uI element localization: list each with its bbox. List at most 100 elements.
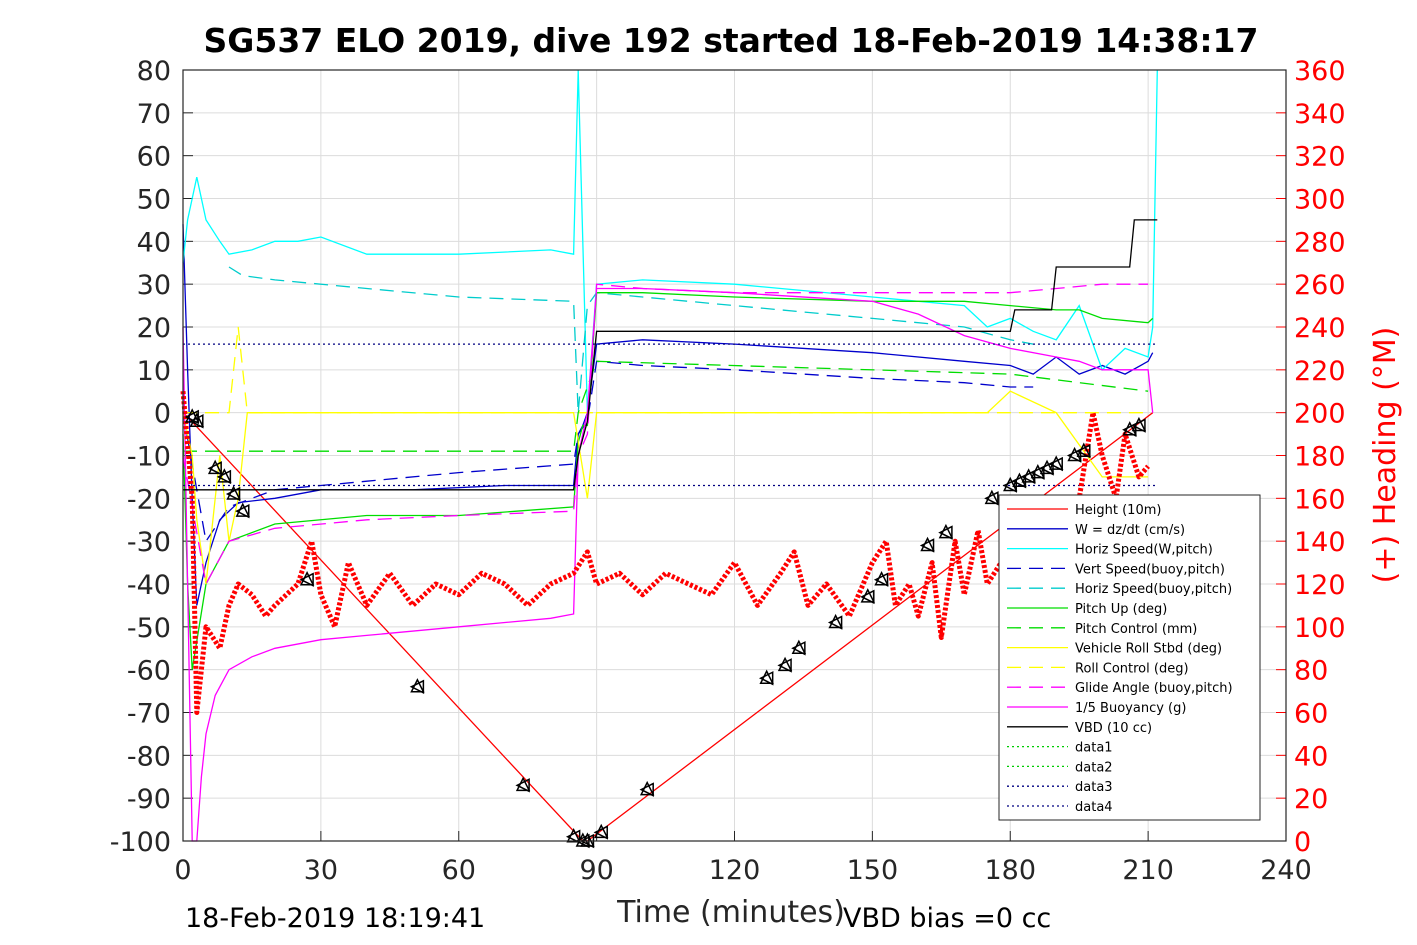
plot-frame [182,69,1287,842]
legend-entry: data2 [1075,760,1113,775]
legend-entry: data4 [1075,800,1113,815]
x-tick-label: 90 [579,855,613,886]
x-tick-label: 120 [709,855,761,886]
marker-left [827,615,843,630]
left-tick-label: -50 [127,613,171,644]
left-axis-ticks: 80 70 60 50 40 30 20 10 0 -10 -20 -30 -40 -50 -60 -70 -8… [110,56,193,858]
marker-left [1076,444,1091,459]
left-tick-label: -100 [110,827,171,858]
left-tick-label: 80 [137,56,171,87]
right-tick-label: 280 [1294,227,1346,258]
x-tick-label: 0 [174,855,191,886]
right-tick-label: 340 [1294,99,1346,130]
marker-left [299,572,314,587]
left-tick-label: 40 [137,227,171,258]
marker-left [216,469,232,485]
left-tick-label: 60 [137,142,171,173]
x-tick-label: 210 [1122,855,1174,886]
vbd-bias-label: VBD bias =0 cc [843,903,1051,934]
series-line-11 [183,219,1158,491]
left-tick-label: 30 [137,270,171,301]
right-tick-label: 320 [1294,142,1346,173]
marker-left [777,658,792,673]
left-tick-label: -20 [127,484,171,515]
marker-left [639,782,654,797]
series-line-6 [183,360,1149,452]
legend-entry: Roll Control (deg) [1075,661,1189,676]
x-axis-ticks: 0 30 60 90 120 150 180 210 240 [174,831,1312,886]
marker-left [409,679,425,695]
x-tick-label: 30 [304,855,338,886]
x-axis-label: Time (minutes) [616,895,845,930]
marker-left [1131,418,1146,433]
right-tick-label: 200 [1294,399,1346,430]
right-axis-ticks: 3603403203002802602402202001801601401201… [1276,56,1346,858]
right-tick-label: 120 [1294,570,1346,601]
right-tick-label: 20 [1294,784,1328,815]
x-tick-label: 240 [1260,855,1312,886]
left-tick-label: 70 [137,99,171,130]
legend-entry: Pitch Control (mm) [1075,622,1197,637]
right-axis-label: (+) Heading (°M) [1368,327,1403,584]
left-tick-label: 20 [137,313,171,344]
left-tick-label: 50 [137,185,171,216]
right-tick-label: 300 [1294,185,1346,216]
left-tick-label: -60 [127,656,171,687]
marker-left [873,572,889,587]
right-tick-label: 80 [1294,656,1328,687]
legend-entry: Horiz Speed(W,pitch) [1075,543,1213,558]
right-tick-label: 100 [1294,613,1346,644]
x-tick-label: 150 [847,855,899,886]
right-tick-label: 180 [1294,442,1346,473]
x-tick-label: 180 [984,855,1036,886]
legend-entry: Glide Angle (buoy,pitch) [1075,681,1233,696]
left-tick-label: -40 [127,570,171,601]
legend-entry: data1 [1075,741,1113,756]
left-tick-label: -30 [127,527,171,558]
x-tick-label: 60 [442,855,476,886]
legend-entry: W = dz/dt (cm/s) [1075,523,1185,538]
legend-entry: VBD (10 cc) [1075,721,1152,736]
right-tick-label: 260 [1294,270,1346,301]
marker-left [235,503,250,519]
legend-entry: Horiz Speed(buoy,pitch) [1075,582,1232,597]
series-line-3 [182,360,1034,543]
marker-left [189,414,204,429]
series-lines [182,69,1158,842]
left-tick-label: 10 [137,356,171,387]
marker-left [1048,456,1063,472]
right-tick-label: 220 [1294,356,1346,387]
legend-entry: 1/5 Buoyancy (g) [1075,701,1186,716]
series-line-9 [182,283,1149,586]
marker-left [593,825,608,840]
series-line-2 [182,69,1158,413]
series-line-4 [228,266,1034,413]
left-tick-label: 0 [154,399,171,430]
footer-timestamp: 18-Feb-2019 18:19:41 [185,903,485,934]
marker-left [758,671,774,686]
marker-left [515,778,530,793]
series-line-10 [182,287,1154,842]
left-tick-label: -90 [127,784,171,815]
marker-left [207,461,222,476]
left-tick-label: -80 [127,741,171,772]
marker-left [225,486,241,502]
legend-entry: Vert Speed(buoy,pitch) [1075,562,1225,577]
marker-left [565,829,581,844]
right-tick-label: 140 [1294,527,1346,558]
marker-left [860,589,875,605]
marker-left [919,538,935,553]
legend-entry: Pitch Up (deg) [1075,602,1167,617]
legend-entry: Vehicle Roll Stbd (deg) [1075,642,1222,657]
right-tick-label: 60 [1294,699,1328,730]
sample-markers [184,408,1147,849]
right-tick-label: 360 [1294,56,1346,87]
left-tick-label: -10 [127,442,171,473]
left-tick-label: -70 [127,699,171,730]
right-tick-label: 0 [1294,827,1311,858]
right-tick-label: 240 [1294,313,1346,344]
right-tick-label: 40 [1294,741,1328,772]
series-line-1 [182,224,1154,606]
chart-title: SG537 ELO 2019, dive 192 started 18-Feb-… [204,21,1259,60]
